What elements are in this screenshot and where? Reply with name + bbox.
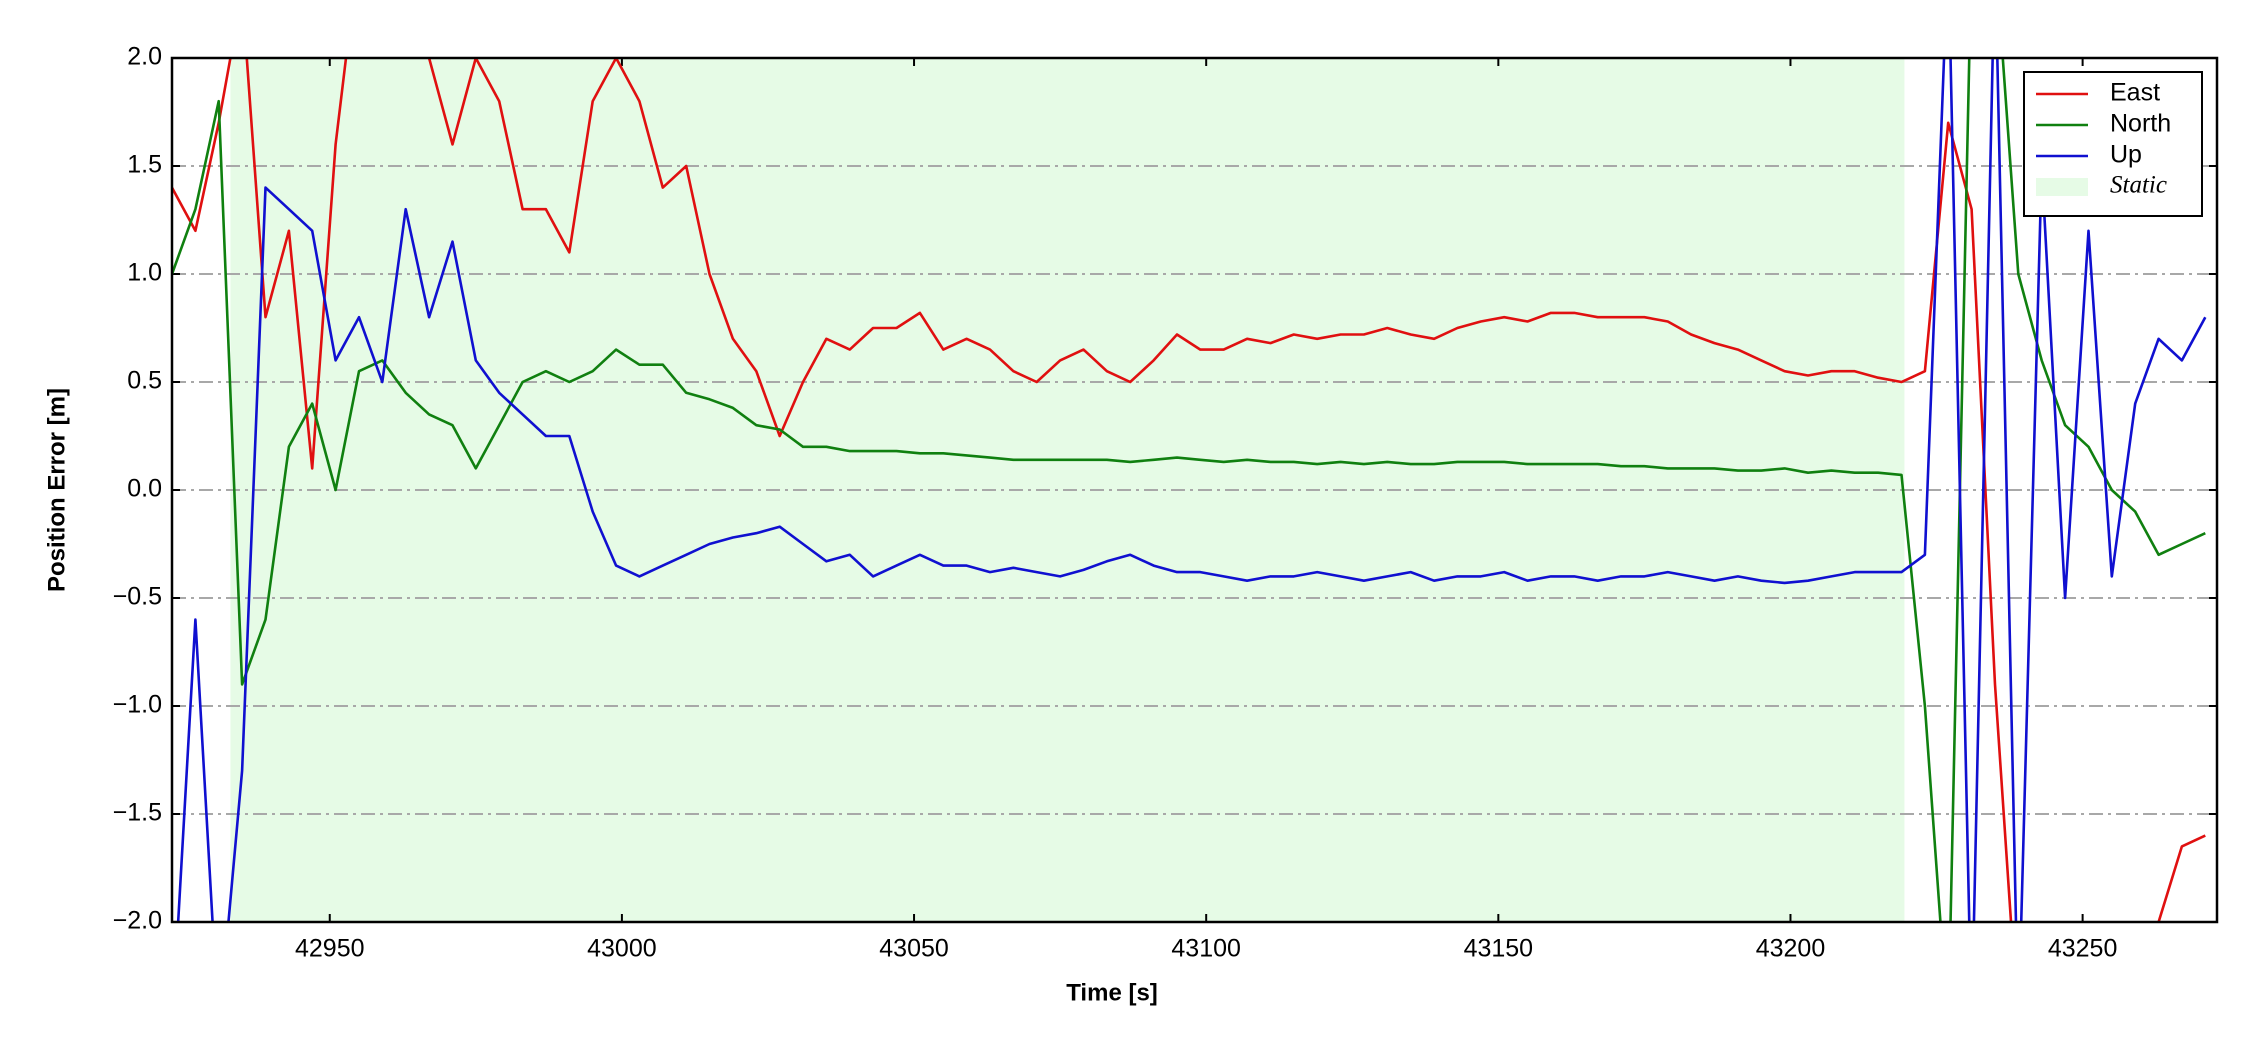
y-tick-label: −1.5 — [113, 799, 162, 827]
y-tick-label: 1.0 — [127, 259, 162, 287]
line-series — [172, 58, 2206, 922]
y-tick-label: 0.5 — [127, 367, 162, 395]
y-axis-label: Position Error [m] — [43, 388, 70, 592]
plot-area — [172, 58, 2207, 922]
x-tick-label: 42950 — [295, 935, 365, 963]
x-tick-label: 43100 — [1171, 935, 1241, 963]
x-tick-label: 43150 — [1464, 935, 1534, 963]
line-series — [176, 58, 2207, 922]
y-tick-label: −2.0 — [113, 907, 162, 935]
x-tick-label: 43050 — [879, 935, 949, 963]
legend-label: Static — [2110, 172, 2167, 199]
y-tick-label: −0.5 — [113, 583, 162, 611]
legend-swatch — [2036, 178, 2088, 196]
y-tick-label: 2.0 — [127, 43, 162, 71]
legend-label: North — [2110, 110, 2171, 138]
x-axis-label: Time [s] — [1066, 979, 1158, 1006]
x-tick-label: 43250 — [2048, 935, 2118, 963]
x-tick-label: 43000 — [587, 935, 657, 963]
y-tick-label: 1.5 — [127, 151, 162, 179]
x-tick-label: 43200 — [1756, 935, 1826, 963]
legend-label: Up — [2110, 141, 2142, 169]
legend-label: East — [2110, 79, 2160, 107]
y-tick-label: 0.0 — [127, 475, 162, 503]
plot-frame — [170, 56, 2219, 924]
y-tick-label: −1.0 — [113, 691, 162, 719]
